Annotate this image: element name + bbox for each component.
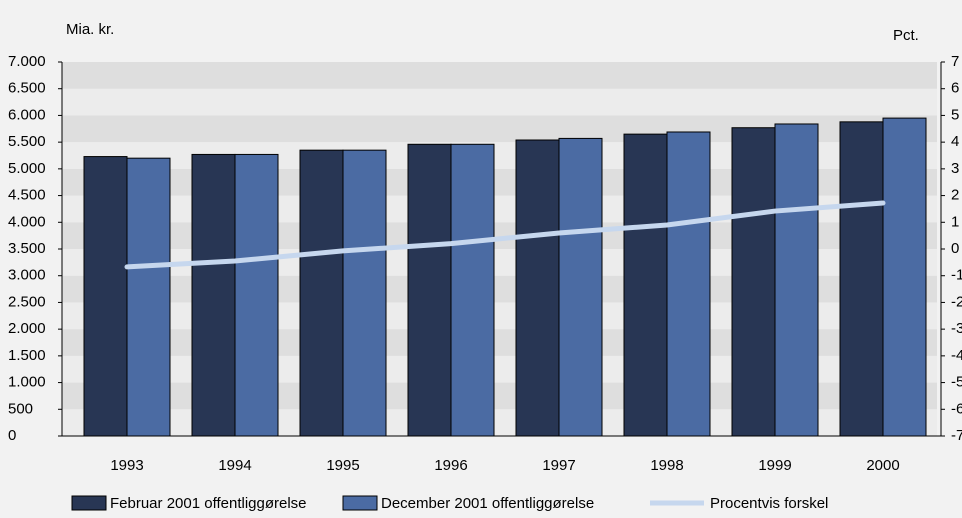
x-tick-label: 1999 [758,457,791,474]
y2-tick-label: -4 [951,347,962,364]
bar [126,157,171,437]
y2-tick-label: 5 [951,106,959,123]
bar [407,143,452,437]
y-tick-label: 6.500 [8,80,46,97]
x-tick-label: 1994 [218,457,251,474]
y-tick-label: 4.000 [8,213,46,230]
y2-axis-title: Pct. [893,27,919,44]
bar [623,133,668,437]
y2-tick-label: 2 [951,187,959,204]
x-tick-label: 1997 [542,457,575,474]
bar [83,156,128,437]
y2-tick-label: 7 [951,53,959,70]
bar [191,153,236,437]
x-tick-label: 1998 [650,457,683,474]
y-axis-title: Mia. kr. [66,21,114,38]
y2-tick-label: -6 [951,400,962,417]
y2-tick-label: -5 [951,374,962,391]
y-tick-label: 2.500 [8,293,46,310]
y-tick-label: 0 [8,427,16,444]
x-tick-label: 1993 [110,457,143,474]
y-tick-label: 5.000 [8,160,46,177]
y2-tick-label: -2 [951,293,962,310]
x-tick-label: 2000 [866,457,899,474]
legend-label: December 2001 offentliggørelse [381,495,594,512]
y2-tick-label: -7 [951,427,962,444]
bar [882,117,927,437]
bar [558,137,603,437]
grid-band [62,88,937,116]
legend-swatch [71,495,107,511]
legend-label: Procentvis forskel [710,495,828,512]
legend-swatch [342,495,378,511]
y2-tick-label: 3 [951,160,959,177]
bar [342,149,387,437]
y-tick-label: 4.500 [8,187,46,204]
x-tick-label: 1995 [326,457,359,474]
y-tick-label: 5.500 [8,133,46,150]
y-tick-label: 1.500 [8,347,46,364]
x-tick-label: 1996 [434,457,467,474]
bar [515,139,560,437]
y2-tick-label: 4 [951,133,959,150]
y-tick-label: 3.000 [8,267,46,284]
y-tick-label: 2.000 [8,320,46,337]
bar [450,143,495,437]
y-tick-label: 6.000 [8,106,46,123]
y-tick-label: 500 [8,400,33,417]
y2-tick-label: -1 [951,267,962,284]
bar [731,127,776,437]
grid-band [62,62,937,89]
bar [666,131,711,437]
y-tick-label: 7.000 [8,53,46,70]
bar [774,123,819,437]
line [124,200,886,270]
y-tick-label: 1.000 [8,374,46,391]
y2-tick-label: 0 [951,240,959,257]
y2-tick-label: 6 [951,80,959,97]
bar [299,149,344,437]
legend-label: Februar 2001 offentliggørelse [110,495,307,512]
y-tick-label: 3.500 [8,240,46,257]
y2-tick-label: -3 [951,320,962,337]
y2-tick-label: 1 [951,213,959,230]
bar [839,121,884,437]
bar [234,153,279,437]
